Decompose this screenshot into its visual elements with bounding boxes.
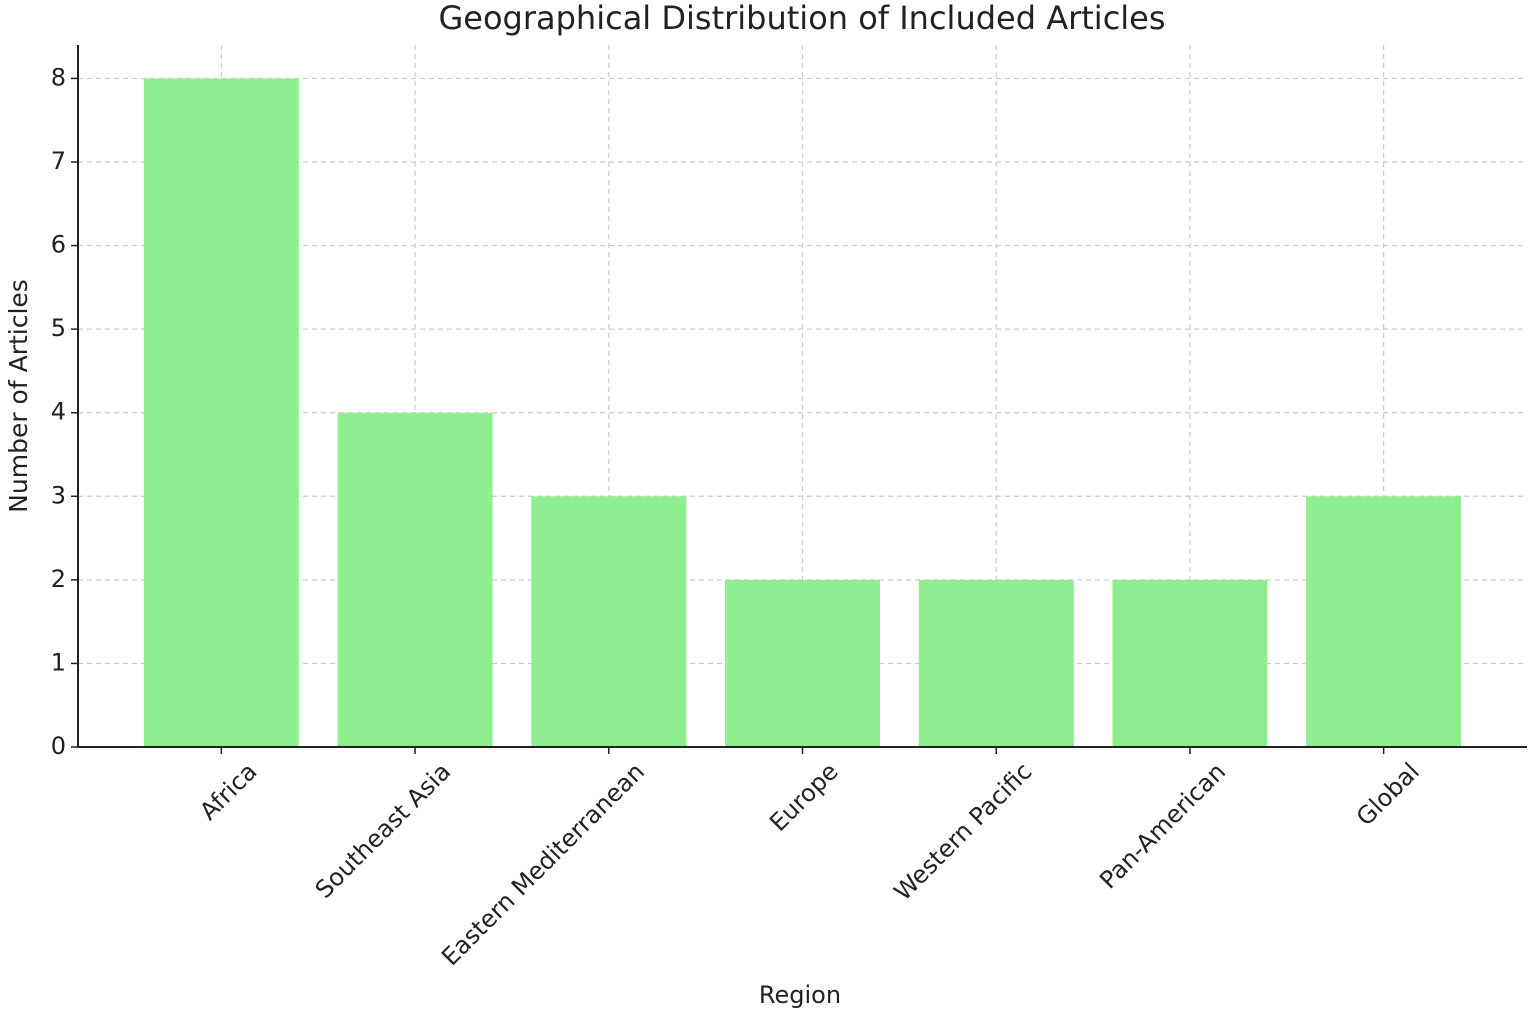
x-tick-label: Southeast Asia (310, 757, 456, 903)
y-tick-label: 3 (51, 481, 66, 509)
y-tick-label: 2 (51, 565, 66, 593)
bar (531, 496, 687, 747)
bar (143, 78, 299, 747)
bar (1112, 579, 1268, 747)
bar (337, 412, 493, 747)
chart-title: Geographical Distribution of Included Ar… (438, 0, 1165, 37)
x-tick-label: Eastern Mediterranean (436, 757, 650, 971)
x-tick-label: Pan-American (1094, 757, 1231, 894)
x-axis-label: Region (759, 981, 841, 1009)
y-tick-label: 7 (51, 147, 66, 175)
y-tick-label: 5 (51, 314, 66, 342)
y-axis-label: Number of Articles (4, 279, 33, 513)
y-tick-label: 0 (51, 732, 66, 760)
bar (918, 579, 1074, 747)
x-tick-label: Global (1351, 757, 1425, 831)
y-tick-label: 1 (51, 648, 66, 676)
y-tick-label: 8 (51, 63, 66, 91)
y-tick-label: 6 (51, 231, 66, 259)
x-tick-label: Western Pacific (889, 757, 1038, 906)
bar (1306, 496, 1462, 747)
y-tick-label: 4 (51, 398, 66, 426)
x-tick-label: Europe (764, 757, 843, 836)
x-tick-label: Africa (194, 757, 262, 825)
bar (725, 579, 880, 747)
